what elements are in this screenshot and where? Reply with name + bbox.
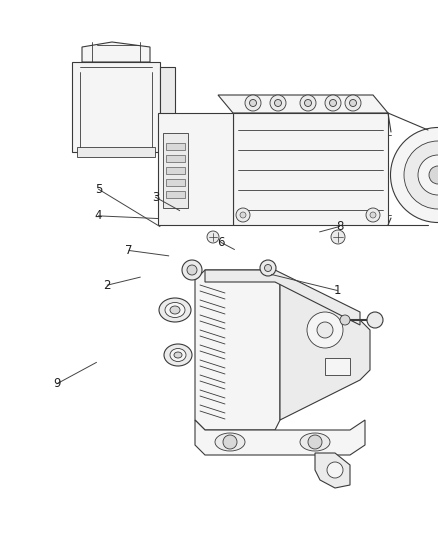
Polygon shape bbox=[166, 167, 185, 174]
Circle shape bbox=[366, 208, 380, 222]
Circle shape bbox=[207, 231, 219, 243]
Ellipse shape bbox=[159, 298, 191, 322]
Polygon shape bbox=[166, 179, 185, 186]
Polygon shape bbox=[160, 67, 175, 117]
Circle shape bbox=[270, 95, 286, 111]
Circle shape bbox=[307, 312, 343, 348]
Polygon shape bbox=[166, 191, 185, 198]
Polygon shape bbox=[233, 113, 388, 225]
Polygon shape bbox=[280, 278, 370, 420]
Circle shape bbox=[327, 462, 343, 478]
Text: 2: 2 bbox=[103, 279, 111, 292]
Polygon shape bbox=[72, 62, 160, 152]
Ellipse shape bbox=[429, 166, 438, 184]
Circle shape bbox=[340, 315, 350, 325]
Polygon shape bbox=[325, 358, 350, 375]
Polygon shape bbox=[195, 270, 280, 430]
Circle shape bbox=[350, 100, 357, 107]
Ellipse shape bbox=[165, 303, 185, 318]
Text: 4: 4 bbox=[95, 209, 102, 222]
Circle shape bbox=[223, 435, 237, 449]
Circle shape bbox=[250, 100, 257, 107]
Polygon shape bbox=[218, 95, 388, 113]
Circle shape bbox=[240, 212, 246, 218]
Circle shape bbox=[300, 95, 316, 111]
Circle shape bbox=[304, 100, 311, 107]
Polygon shape bbox=[77, 147, 155, 157]
Text: 1: 1 bbox=[333, 284, 341, 297]
Circle shape bbox=[370, 212, 376, 218]
Text: 6: 6 bbox=[217, 236, 225, 249]
Circle shape bbox=[275, 100, 282, 107]
Text: 5: 5 bbox=[95, 183, 102, 196]
Ellipse shape bbox=[170, 306, 180, 314]
Circle shape bbox=[317, 322, 333, 338]
Text: 8: 8 bbox=[336, 220, 343, 233]
Circle shape bbox=[308, 435, 322, 449]
Ellipse shape bbox=[391, 127, 438, 222]
Polygon shape bbox=[166, 155, 185, 162]
Circle shape bbox=[245, 95, 261, 111]
Circle shape bbox=[187, 265, 197, 275]
Circle shape bbox=[325, 95, 341, 111]
Circle shape bbox=[331, 230, 345, 244]
Ellipse shape bbox=[300, 433, 330, 451]
Text: 3: 3 bbox=[152, 191, 159, 204]
Polygon shape bbox=[82, 42, 150, 62]
Ellipse shape bbox=[170, 349, 186, 361]
Polygon shape bbox=[163, 133, 188, 208]
Ellipse shape bbox=[174, 352, 182, 358]
Text: 7: 7 bbox=[125, 244, 133, 257]
Polygon shape bbox=[315, 453, 350, 488]
Circle shape bbox=[367, 312, 383, 328]
Circle shape bbox=[265, 264, 272, 271]
Circle shape bbox=[329, 100, 336, 107]
Polygon shape bbox=[205, 270, 360, 325]
Ellipse shape bbox=[164, 344, 192, 366]
Circle shape bbox=[345, 95, 361, 111]
Ellipse shape bbox=[418, 155, 438, 195]
Ellipse shape bbox=[404, 141, 438, 209]
Polygon shape bbox=[195, 420, 365, 455]
Circle shape bbox=[182, 260, 202, 280]
Ellipse shape bbox=[215, 433, 245, 451]
Polygon shape bbox=[166, 143, 185, 150]
Circle shape bbox=[236, 208, 250, 222]
Text: 9: 9 bbox=[53, 377, 61, 390]
Polygon shape bbox=[158, 113, 233, 225]
Circle shape bbox=[260, 260, 276, 276]
